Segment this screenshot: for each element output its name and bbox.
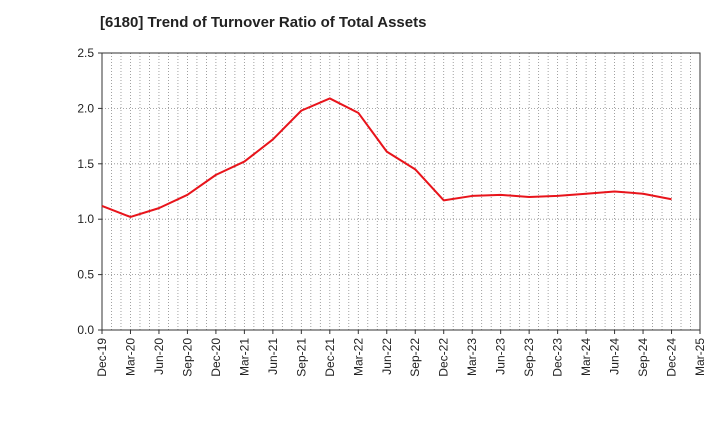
- x-tick-label: Mar-20: [123, 338, 137, 376]
- series-layer: [101, 97, 672, 218]
- y-tick-label: 1.0: [77, 212, 94, 226]
- x-tick-label: Dec-22: [437, 338, 451, 377]
- y-tick-label: 2.0: [77, 101, 94, 115]
- x-tick-label: Mar-25: [693, 338, 707, 376]
- x-tick-label: Dec-19: [95, 338, 109, 377]
- x-tick-label: Dec-20: [209, 338, 223, 377]
- x-tick-label: Dec-24: [665, 338, 679, 377]
- x-tick-label: Mar-23: [465, 338, 479, 376]
- x-tick-label: Jun-22: [380, 338, 394, 375]
- grid-layer: [102, 53, 700, 330]
- x-tick-label: Sep-24: [636, 338, 650, 377]
- y-axis: 0.0 0.5 1.0 1.5 2.0 2.5: [77, 46, 102, 337]
- x-tick-label: Mar-24: [579, 338, 593, 376]
- x-tick-label: Mar-22: [351, 338, 365, 376]
- y-tick-label: 0.5: [77, 268, 94, 282]
- series-line: [101, 97, 672, 218]
- x-tick-label: Dec-21: [323, 338, 337, 377]
- y-tick-label: 2.5: [77, 46, 94, 60]
- x-tick-label: Jun-20: [152, 338, 166, 375]
- x-tick-label: Dec-23: [551, 338, 565, 377]
- x-tick-label: Jun-23: [494, 338, 508, 375]
- y-tick-label: 1.5: [77, 157, 94, 171]
- x-tick-label: Jun-24: [608, 338, 622, 375]
- plot-frame: [101, 52, 701, 331]
- x-axis: Dec-19 Mar-20 Jun-20 Sep-20 Dec-20 Mar-21 Jun-…: [95, 330, 707, 377]
- x-tick-label: Sep-22: [408, 338, 422, 377]
- y-tick-label: 0.0: [77, 323, 94, 337]
- chart-title: [6180] Trend of Turnover Ratio of Total …: [100, 14, 427, 31]
- x-tick-label: Sep-20: [180, 338, 194, 377]
- x-tick-label: Jun-21: [266, 338, 280, 375]
- x-tick-label: Sep-23: [522, 338, 536, 377]
- x-tick-label: Mar-21: [237, 338, 251, 376]
- x-tick-label: Sep-21: [294, 338, 308, 377]
